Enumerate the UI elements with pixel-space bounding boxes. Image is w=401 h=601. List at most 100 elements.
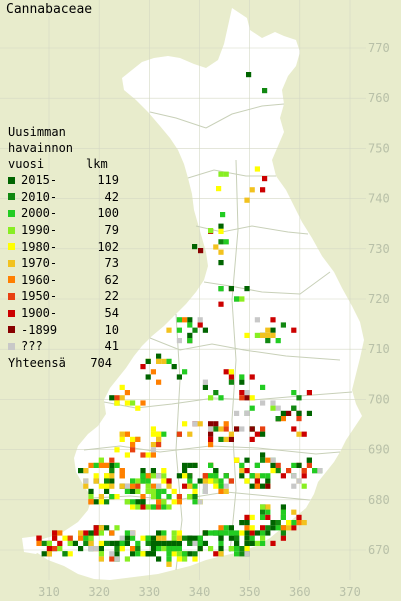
observation-cell [228,286,234,292]
observation-cell [130,546,136,552]
observation-cell [93,525,99,531]
observation-cell [41,540,47,546]
legend-item-count: 62 [104,272,119,287]
observation-cell [208,436,214,442]
y-tick-label: 740 [368,192,390,206]
observation-cell [296,410,302,416]
observation-cell [98,546,104,552]
observation-cell [187,483,193,489]
observation-cell [187,332,193,338]
observation-cell [192,327,198,333]
observation-cell [62,551,68,557]
observation-cell [192,540,198,546]
legend-item-count: 102 [97,239,119,254]
observation-cell [176,317,182,323]
observation-cell [114,447,120,453]
observation-cell [208,228,214,234]
x-tick-label: 340 [189,585,211,599]
observation-cell [182,551,188,557]
observation-cell [192,535,198,541]
legend-item-count: 42 [104,189,119,204]
observation-cell [275,462,281,468]
observation-cell [187,478,193,484]
observation-cell [140,468,146,474]
legend-item-label: ??? [21,339,43,354]
observation-cell [280,525,286,531]
observation-cell [208,431,214,437]
observation-cell [301,520,307,526]
observation-cell [124,452,130,458]
observation-cell [280,509,286,515]
observation-cell [119,431,125,437]
observation-cell [41,551,47,557]
observation-cell [156,494,162,500]
observation-cell [265,514,271,520]
observation-cell [140,494,146,500]
legend-item: 1960- 62 [8,272,119,289]
observation-cell [145,358,151,364]
legend-rows: 2015- 119 2010- 42 2000- 100 1990- 79 1980- 102 19… [8,172,119,355]
observation-cell [119,473,125,479]
legend-item-label: 1900- [21,306,58,321]
observation-cell [88,530,94,536]
observation-cell [213,478,219,484]
observation-cell [150,447,156,453]
observation-cell [98,530,104,536]
observation-cell [156,379,162,385]
observation-cell [135,540,141,546]
legend-item: ??? 41 [8,338,119,355]
observation-cell [234,426,240,432]
observation-cell [161,358,167,364]
observation-cell [124,390,130,396]
observation-cell [265,530,271,536]
observation-cell [234,540,240,546]
observation-cell [244,525,250,531]
legend-count-header: lkm [86,157,108,171]
observation-cell [306,462,312,468]
observation-cell [83,468,89,474]
legend-item-label: 2000- [21,206,58,221]
observation-cell [239,426,245,432]
legend-swatch [8,226,15,234]
legend-item: 2000- 100 [8,205,119,222]
observation-cell [218,483,224,489]
observation-cell [291,405,297,411]
observation-cell [244,514,250,520]
observation-cell [130,530,136,536]
observation-cell [270,405,276,411]
observation-cell [124,535,130,541]
observation-cell [150,504,156,510]
observation-cell [156,546,162,552]
observation-cell [88,535,94,541]
observation-cell [83,530,89,536]
observation-cell [150,488,156,494]
observation-cell [218,530,224,536]
observation-cell [260,525,266,531]
legend-item-label: 1970- [21,256,58,271]
observation-cell [202,384,208,390]
observation-cell [88,499,94,505]
y-tick-label: 770 [368,41,390,55]
observation-cell [119,395,125,401]
observation-cell [156,530,162,536]
observation-cell [166,551,172,557]
observation-cell [98,462,104,468]
observation-cell [244,540,250,546]
observation-cell [234,551,240,557]
observation-cell [218,525,224,531]
observation-cell [280,473,286,479]
observation-cell [176,374,182,380]
observation-cell [239,551,245,557]
observation-cell [46,540,52,546]
observation-cell [291,390,297,396]
observation-cell [244,390,250,396]
observation-cell [114,546,120,552]
observation-cell [171,499,177,505]
observation-cell [166,478,172,484]
observation-cell [192,488,198,494]
observation-cell [57,546,63,552]
observation-cell [239,462,245,468]
observation-cell [187,462,193,468]
observation-cell [244,546,250,552]
